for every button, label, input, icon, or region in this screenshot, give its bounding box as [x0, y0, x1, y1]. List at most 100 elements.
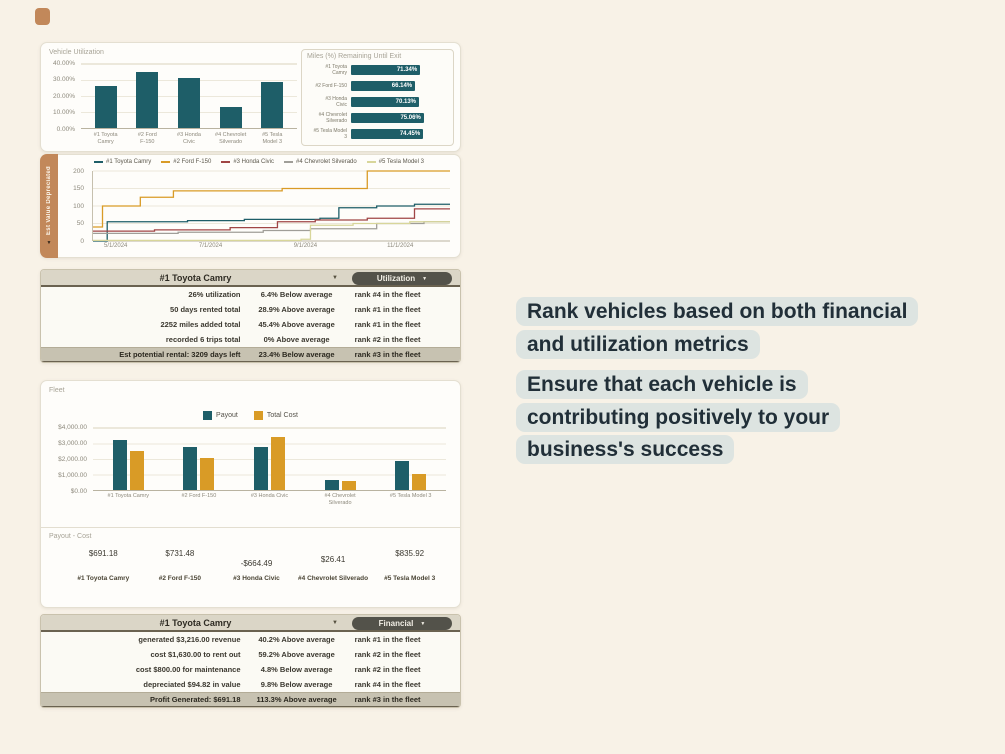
legend-item: Payout: [203, 411, 238, 420]
x-tick: #3 Honda Civic: [177, 132, 201, 146]
table-cell: cost $1,630.00 to rent out: [150, 650, 241, 659]
miles-label: #3 Honda Civic: [325, 95, 347, 108]
bar-column: [89, 64, 123, 128]
payout-cost-names: #1 Toyota Camry #2 Ford F-150 #3 Honda Civ…: [65, 575, 448, 582]
table-cell: rank #4 in the fleet: [354, 290, 421, 299]
callout-rank-vehicles: Rank vehicles based on both financial an…: [516, 296, 919, 361]
table-cell: Profit Generated: $691.18: [150, 695, 241, 704]
legend-swatch: [221, 161, 231, 163]
legend-swatch: [94, 161, 104, 163]
callout-text: Rank vehicles based on both financial an…: [516, 297, 919, 359]
y-tick: $0.00: [70, 487, 87, 495]
y-tick: 30.00%: [52, 76, 75, 83]
metric-selector-utilization[interactable]: Utilization ▼: [352, 272, 452, 285]
utilization-title: Vehicle Utilization: [49, 49, 104, 56]
fleet-bars: [93, 428, 446, 490]
table-cell: rank #4 in the fleet: [354, 680, 421, 689]
x-tick: #2 Ford F-150: [181, 493, 217, 499]
y-tick: 10.00%: [52, 109, 75, 116]
table-cell: recorded 6 trips total: [165, 335, 241, 344]
payout-cost-value: $26.41: [320, 555, 346, 564]
x-tick: #4 Chevrolet Silverado: [324, 493, 356, 507]
miles-track: 70.13%: [351, 97, 448, 107]
callout-text: Ensure that each vehicle is contributing…: [516, 370, 841, 465]
legend-item: #4 Chevrolet Silverado: [284, 159, 357, 165]
utilization-table-header: #1 Toyota Camry ▼ Utilization ▼: [41, 270, 460, 287]
x-tick: 11/1/2024: [387, 243, 414, 249]
miles-row: #3 Honda Civic 70.13%: [307, 94, 448, 110]
legend-item: Total Cost: [253, 411, 298, 420]
total-cost-bar: [129, 450, 144, 490]
metric-selector-financial[interactable]: Financial ▼: [352, 617, 452, 630]
dep-y-axis: 200 150 100 50 0: [62, 168, 88, 245]
payout-cost-name: #2 Ford F-150: [158, 575, 202, 582]
chevron-down-icon: ▼: [422, 275, 428, 282]
x-tick: 5/1/2024: [104, 243, 128, 249]
y-tick: 200: [73, 167, 84, 175]
miles-label: #4 Chevrolet Silverado: [318, 111, 347, 124]
miles-label: #1 Toyota Camry: [325, 63, 347, 76]
fleet-panel: Fleet Payout Total Cost $4,000.00 $3,000.0…: [40, 380, 461, 608]
miles-track: 66.14%: [351, 81, 448, 91]
payout-cost-name: #4 Chevrolet Silverado: [298, 575, 369, 582]
chevron-down-icon[interactable]: ▼: [332, 620, 338, 626]
legend-item: #2 Ford F-150: [161, 159, 211, 165]
table-cell: depreciated $94.82 in value: [143, 680, 241, 689]
x-tick: #5 Tesla Model 3: [389, 493, 432, 499]
table-row: generated $3,216.00 revenue 40.2% Above a…: [41, 632, 460, 647]
table-cell: 40.2% Above average: [258, 635, 335, 644]
vehicle-selector[interactable]: #1 Toyota Camry: [159, 273, 232, 283]
payout-cost-cell: $691.18: [65, 543, 142, 561]
payout-cost-name: #1 Toyota Camry: [77, 575, 130, 582]
table-cell: 9.8% Below average: [260, 680, 333, 689]
bar-group: [183, 428, 215, 490]
y-tick: 100: [73, 202, 84, 210]
chevron-down-icon: ▼: [46, 240, 52, 246]
payout-cost-values: $691.18 $731.48 -$664.49 $26.41 $835.92: [65, 543, 448, 571]
legend-swatch: [284, 161, 293, 163]
x-tick: #2 Ford F-150: [137, 132, 157, 146]
est-value-depreciated-tab[interactable]: Est Value Depreciated ▼: [40, 154, 58, 258]
total-cost-bar: [412, 473, 427, 490]
utilization-bar: [261, 81, 284, 128]
table-cell: 6.4% Below average: [260, 290, 333, 299]
bar-group: [253, 428, 285, 490]
fleet-title: Fleet: [49, 387, 65, 394]
bar-column: [214, 64, 248, 128]
legend-label: Total Cost: [266, 412, 298, 419]
legend-label: #4 Chevrolet Silverado: [296, 159, 357, 165]
payout-cost-value: $835.92: [395, 549, 425, 558]
table-cell: cost $800.00 for maintenance: [135, 665, 241, 674]
vehicle-selector[interactable]: #1 Toyota Camry: [159, 618, 232, 628]
y-tick: $1,000.00: [58, 471, 87, 479]
table-row: recorded 6 trips total 0% Above average ra…: [41, 332, 460, 347]
y-tick: 40.00%: [52, 59, 75, 67]
total-cost-bar: [270, 437, 285, 490]
y-tick: 150: [73, 185, 84, 192]
table-cell: 4.8% Below average: [260, 665, 333, 674]
legend-swatch: [203, 411, 213, 420]
table-cell: rank #1 in the fleet: [354, 320, 421, 329]
table-total-row: Est potential rental: 3209 days left 23.4…: [41, 347, 460, 362]
miles-bar: 70.13%: [351, 97, 420, 107]
bar-column: [172, 64, 206, 128]
x-tick: #3 Honda Civic: [250, 493, 289, 499]
corner-tab: [35, 8, 50, 25]
table-cell: rank #2 in the fleet: [354, 650, 421, 659]
table-cell: 0% Above average: [263, 335, 330, 344]
y-tick: 20.00%: [52, 92, 75, 100]
y-tick: 0: [80, 237, 84, 245]
legend-item: #1 Toyota Camry: [94, 159, 151, 165]
payout-cost-cell: $26.41: [295, 543, 372, 567]
legend-swatch: [161, 161, 171, 163]
payout-cost-cell: -$664.49: [218, 543, 295, 571]
depreciation-line-chart: #1 Toyota Camry #2 Ford F-150 #3 Honda Civ…: [58, 155, 460, 257]
table-cell: generated $3,216.00 revenue: [138, 635, 241, 644]
bar-group: [112, 428, 144, 490]
payout-bar: [395, 460, 410, 490]
financial-table-panel: #1 Toyota Camry ▼ Financial ▼ generated …: [40, 614, 461, 708]
x-tick: #5 Tesla Model 3: [262, 132, 283, 146]
fleet-legend: Payout Total Cost: [41, 411, 460, 420]
table-cell: 23.4% Below average: [258, 350, 335, 359]
chevron-down-icon[interactable]: ▼: [332, 275, 338, 281]
